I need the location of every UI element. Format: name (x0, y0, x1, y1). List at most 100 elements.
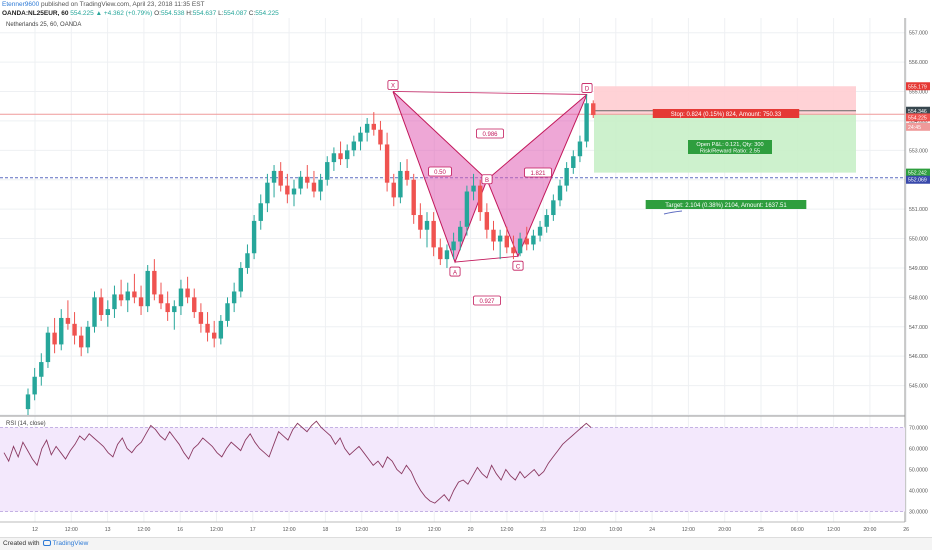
candle-body (318, 179, 323, 192)
last-price-tag: 554.346 (908, 109, 927, 115)
candle-body (198, 312, 204, 324)
time-tick: 25 (758, 527, 764, 533)
ratio-xab: 0.50 (434, 170, 446, 176)
candle-body (291, 188, 297, 195)
candle-body (584, 103, 589, 142)
tradingview-brand[interactable]: TradingView (52, 540, 89, 547)
candle-body (85, 326, 91, 348)
time-tick: 12 (32, 527, 38, 533)
candle-body (511, 247, 516, 254)
candle-body (451, 241, 456, 251)
rsi-tick: 50.0000 (909, 468, 928, 474)
candle-body (132, 291, 137, 298)
candle-body (551, 200, 556, 216)
candle-body (298, 176, 303, 189)
rsi-line (3, 420, 592, 504)
candle-body (458, 226, 463, 242)
rsi-panel (0, 420, 905, 512)
time-tick: 26 (903, 527, 909, 533)
candle-body (92, 297, 97, 327)
author-link[interactable]: Etenner9600 (2, 1, 40, 8)
rsi-tick: 70.0000 (909, 426, 928, 432)
price-tick: 557.000 (909, 31, 928, 37)
candle-body (258, 203, 263, 221)
stop-price-tag: 555.179 (908, 84, 927, 90)
candle-body (564, 167, 569, 186)
candle-body (411, 179, 416, 216)
ratio-xab-box (428, 166, 452, 177)
time-tick: 12:00 (428, 527, 441, 533)
candle-body (251, 220, 257, 254)
ratio-xd-box (476, 128, 504, 139)
price-change: 554.225 ▲ +4.362 (+0.79%) (70, 10, 153, 17)
candle-body (98, 297, 104, 316)
xab-triangle (392, 91, 488, 264)
time-tick: 19 (395, 527, 401, 533)
pattern-labels: X A B C D 0.50 1.821 0.986 0.927 (387, 80, 593, 306)
candle-body (398, 170, 403, 198)
candle-body (125, 291, 130, 301)
candle-body (305, 176, 310, 183)
candle-body (464, 191, 470, 227)
stop-label-box (652, 109, 800, 118)
high-value: 554.637 (192, 10, 217, 17)
ratio-ac-box (473, 295, 501, 306)
price-tick: 545.000 (909, 384, 928, 390)
open-label: O: (154, 10, 161, 17)
time-tick: 12:00 (682, 527, 695, 533)
price-tick: 553.000 (909, 148, 928, 154)
candle-body (544, 215, 549, 227)
candle-body (364, 123, 370, 133)
tradingview-logo-icon (42, 540, 51, 547)
candle-body (152, 270, 157, 295)
time-tick: 18 (323, 527, 329, 533)
candle-body (384, 144, 390, 183)
point-a-label: A (453, 270, 457, 276)
rsi-legend: RSI (14, close) (6, 421, 46, 427)
candle-body (424, 220, 430, 230)
point-c-label: C (516, 264, 521, 270)
time-tick: 24 (649, 527, 655, 533)
candle-body (351, 141, 357, 151)
candle-body (212, 332, 217, 339)
candle-body (524, 238, 529, 245)
published-line: Etenner9600 published on TradingView.com… (2, 1, 205, 8)
candle-body (345, 150, 350, 160)
candle-body (285, 185, 290, 195)
symbol-label: OANDA:NL25EUR, 60 (2, 10, 69, 17)
rsi-tick: 30.0000 (909, 510, 928, 516)
ratio-ac: 0.927 (479, 299, 495, 305)
point-d-label: D (585, 87, 590, 93)
point-b-label: B (485, 178, 489, 184)
candle-body (205, 323, 210, 333)
candle-body (52, 332, 57, 345)
price-tick: 554.000 (909, 119, 928, 125)
candle-body (185, 288, 190, 298)
ratio-bd-box (524, 167, 552, 178)
candle-body (112, 294, 117, 310)
ratio-bd: 1.821 (530, 171, 546, 177)
point-c-label-box (512, 260, 524, 271)
close-label: C: (248, 10, 256, 17)
time-tick: 20:00 (863, 527, 876, 533)
open-pl-label: Open P&L: 0.121, Qty: 300 (696, 142, 763, 148)
time-tick: 12:00 (827, 527, 840, 533)
candle-body (497, 235, 503, 242)
stop-price-tag-box (906, 82, 930, 91)
candle-body (537, 226, 543, 236)
ohlc-line: OANDA:NL25EUR, 60 554.225 ▲ +4.362 (+0.7… (2, 10, 279, 17)
candle-body (59, 317, 64, 345)
candle-body (172, 306, 177, 313)
point-x-label: X (391, 84, 395, 90)
candle-body (192, 297, 197, 313)
candle-body (311, 182, 317, 192)
chart-canvas[interactable]: X A B C D 0.50 1.821 0.986 0.927 Stop: 0.824 (0.… (0, 0, 932, 537)
candle-body (517, 238, 523, 254)
price-tick: 549.000 (909, 266, 928, 272)
price-tick: 551.000 (909, 207, 928, 213)
candle-body (145, 270, 150, 307)
current-price-tag-box (906, 113, 930, 122)
candle-body (39, 362, 44, 377)
candle-body (138, 297, 144, 307)
time-axis: 12 12:00 13 12:00 16 12:00 17 12:00 18 12:00 19 12:… (32, 527, 909, 533)
